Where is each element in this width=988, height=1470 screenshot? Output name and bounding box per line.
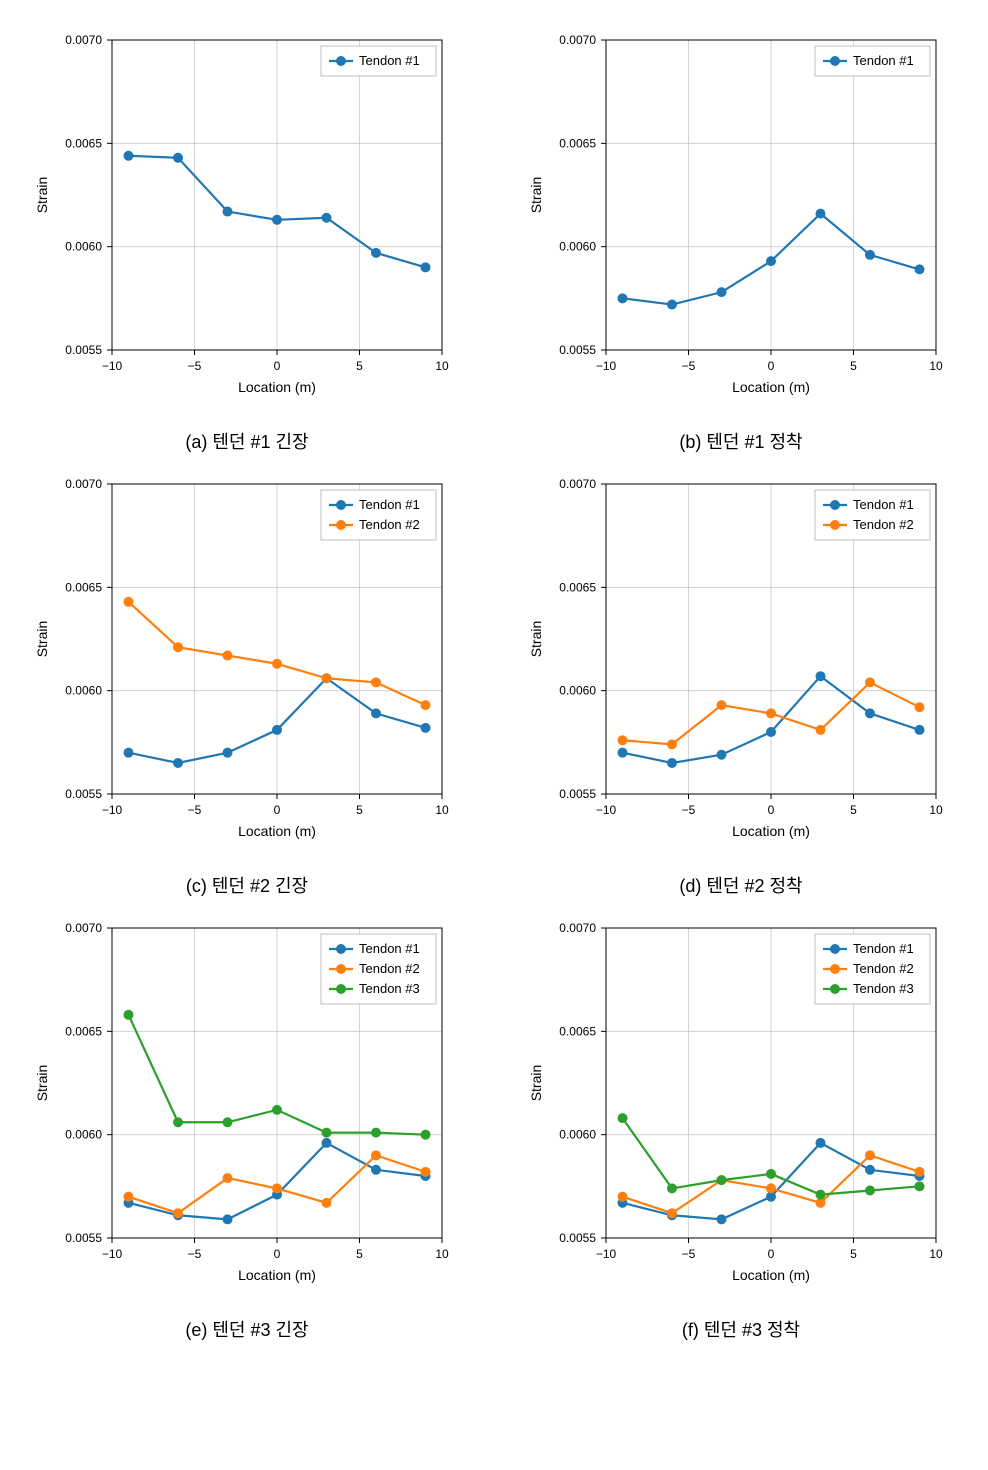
svg-text:Tendon #1: Tendon #1 <box>853 53 914 68</box>
svg-text:Tendon #1: Tendon #1 <box>853 497 914 512</box>
svg-text:−10: −10 <box>102 803 123 817</box>
caption-e: (e) 텐던 #3 긴장 <box>185 1316 308 1342</box>
svg-text:Strain: Strain <box>34 1065 50 1102</box>
svg-text:0: 0 <box>274 1247 281 1261</box>
svg-text:0.0070: 0.0070 <box>65 477 102 491</box>
svg-text:0.0065: 0.0065 <box>559 1024 596 1038</box>
svg-text:Tendon #2: Tendon #2 <box>359 517 420 532</box>
svg-text:0.0065: 0.0065 <box>559 580 596 594</box>
svg-text:Location (m): Location (m) <box>732 379 810 395</box>
svg-text:Location (m): Location (m) <box>238 1267 316 1283</box>
svg-text:Location (m): Location (m) <box>238 823 316 839</box>
svg-text:Tendon #1: Tendon #1 <box>359 941 420 956</box>
svg-text:0.0060: 0.0060 <box>65 240 102 254</box>
svg-text:−10: −10 <box>596 1247 617 1261</box>
svg-text:−5: −5 <box>188 1247 202 1261</box>
svg-text:Location (m): Location (m) <box>732 1267 810 1283</box>
svg-text:Strain: Strain <box>528 621 544 658</box>
chart-b: −10 −5 0 5 10 0.0055 0.0060 0.0065 0.0070 Locatio… <box>521 20 961 420</box>
svg-text:Location (m): Location (m) <box>732 823 810 839</box>
svg-text:Tendon #1: Tendon #1 <box>853 941 914 956</box>
svg-text:Tendon #1: Tendon #1 <box>359 497 420 512</box>
svg-text:Tendon #3: Tendon #3 <box>853 981 914 996</box>
svg-text:0.0070: 0.0070 <box>559 33 596 47</box>
svg-text:0.0060: 0.0060 <box>559 240 596 254</box>
svg-text:0.0065: 0.0065 <box>65 136 102 150</box>
caption-c: (c) 텐던 #2 긴장 <box>186 872 308 898</box>
svg-text:Strain: Strain <box>34 621 50 658</box>
chart-f: −10 −5 0 5 10 0.0055 0.0060 0.0065 0.0070 Locatio… <box>521 908 961 1308</box>
svg-text:0.0060: 0.0060 <box>65 1128 102 1142</box>
svg-text:0.0070: 0.0070 <box>559 477 596 491</box>
svg-text:Strain: Strain <box>528 1065 544 1102</box>
svg-text:Tendon #3: Tendon #3 <box>359 981 420 996</box>
svg-text:−10: −10 <box>596 359 617 373</box>
panel-c: −10 −5 0 5 10 0.0055 0.0060 0.0065 0.0070 Locatio… <box>20 464 474 898</box>
svg-text:−5: −5 <box>682 1247 696 1261</box>
svg-text:0.0055: 0.0055 <box>65 343 102 357</box>
svg-text:10: 10 <box>435 1247 449 1261</box>
svg-text:0: 0 <box>768 359 775 373</box>
svg-text:0.0065: 0.0065 <box>65 1024 102 1038</box>
svg-text:10: 10 <box>435 803 449 817</box>
svg-text:0.0055: 0.0055 <box>559 787 596 801</box>
caption-a: (a) 텐던 #1 긴장 <box>185 428 308 454</box>
caption-d: (d) 텐던 #2 정착 <box>679 872 802 898</box>
svg-text:10: 10 <box>435 359 449 373</box>
svg-text:Tendon #2: Tendon #2 <box>853 961 914 976</box>
svg-text:10: 10 <box>929 359 943 373</box>
chart-e: −10 −5 0 5 10 0.0055 0.0060 0.0065 0.0070 Locatio… <box>27 908 467 1308</box>
svg-text:0.0060: 0.0060 <box>559 684 596 698</box>
svg-text:−5: −5 <box>682 803 696 817</box>
svg-text:5: 5 <box>850 1247 857 1261</box>
svg-text:10: 10 <box>929 1247 943 1261</box>
svg-text:0.0065: 0.0065 <box>559 136 596 150</box>
svg-text:5: 5 <box>850 803 857 817</box>
svg-text:0.0055: 0.0055 <box>559 1231 596 1245</box>
panel-a: −10 −5 0 5 10 0.0055 0.0060 0.0065 0.0070 Locatio… <box>20 20 474 454</box>
svg-text:−10: −10 <box>596 803 617 817</box>
svg-text:0.0070: 0.0070 <box>65 33 102 47</box>
chart-d: −10 −5 0 5 10 0.0055 0.0060 0.0065 0.0070 Locatio… <box>521 464 961 864</box>
svg-text:Strain: Strain <box>528 177 544 214</box>
svg-text:5: 5 <box>850 359 857 373</box>
caption-b: (b) 텐던 #1 정착 <box>679 428 802 454</box>
svg-text:Location (m): Location (m) <box>238 379 316 395</box>
panel-d: −10 −5 0 5 10 0.0055 0.0060 0.0065 0.0070 Locatio… <box>514 464 968 898</box>
svg-text:0: 0 <box>274 803 281 817</box>
svg-text:0.0065: 0.0065 <box>65 580 102 594</box>
svg-text:−5: −5 <box>682 359 696 373</box>
svg-text:5: 5 <box>356 803 363 817</box>
svg-text:0.0060: 0.0060 <box>65 684 102 698</box>
caption-f: (f) 텐던 #3 정착 <box>682 1316 800 1342</box>
svg-text:0: 0 <box>768 803 775 817</box>
svg-text:−5: −5 <box>188 359 202 373</box>
svg-text:0: 0 <box>274 359 281 373</box>
svg-text:10: 10 <box>929 803 943 817</box>
svg-text:−10: −10 <box>102 1247 123 1261</box>
svg-text:Tendon #2: Tendon #2 <box>853 517 914 532</box>
panel-e: −10 −5 0 5 10 0.0055 0.0060 0.0065 0.0070 Locatio… <box>20 908 474 1342</box>
svg-text:5: 5 <box>356 359 363 373</box>
svg-text:Strain: Strain <box>34 177 50 214</box>
chart-grid: −10 −5 0 5 10 0.0055 0.0060 0.0065 0.0070 Locatio… <box>20 20 968 1342</box>
svg-text:0.0055: 0.0055 <box>65 1231 102 1245</box>
svg-text:Tendon #1: Tendon #1 <box>359 53 420 68</box>
panel-b: −10 −5 0 5 10 0.0055 0.0060 0.0065 0.0070 Locatio… <box>514 20 968 454</box>
svg-text:Tendon #2: Tendon #2 <box>359 961 420 976</box>
svg-text:0.0055: 0.0055 <box>65 787 102 801</box>
svg-text:0.0070: 0.0070 <box>65 921 102 935</box>
chart-a: −10 −5 0 5 10 0.0055 0.0060 0.0065 0.0070 Locatio… <box>27 20 467 420</box>
svg-text:−10: −10 <box>102 359 123 373</box>
svg-text:−5: −5 <box>188 803 202 817</box>
svg-text:0.0055: 0.0055 <box>559 343 596 357</box>
svg-text:0: 0 <box>768 1247 775 1261</box>
panel-f: −10 −5 0 5 10 0.0055 0.0060 0.0065 0.0070 Locatio… <box>514 908 968 1342</box>
svg-text:0.0060: 0.0060 <box>559 1128 596 1142</box>
svg-text:5: 5 <box>356 1247 363 1261</box>
chart-c: −10 −5 0 5 10 0.0055 0.0060 0.0065 0.0070 Locatio… <box>27 464 467 864</box>
svg-text:0.0070: 0.0070 <box>559 921 596 935</box>
